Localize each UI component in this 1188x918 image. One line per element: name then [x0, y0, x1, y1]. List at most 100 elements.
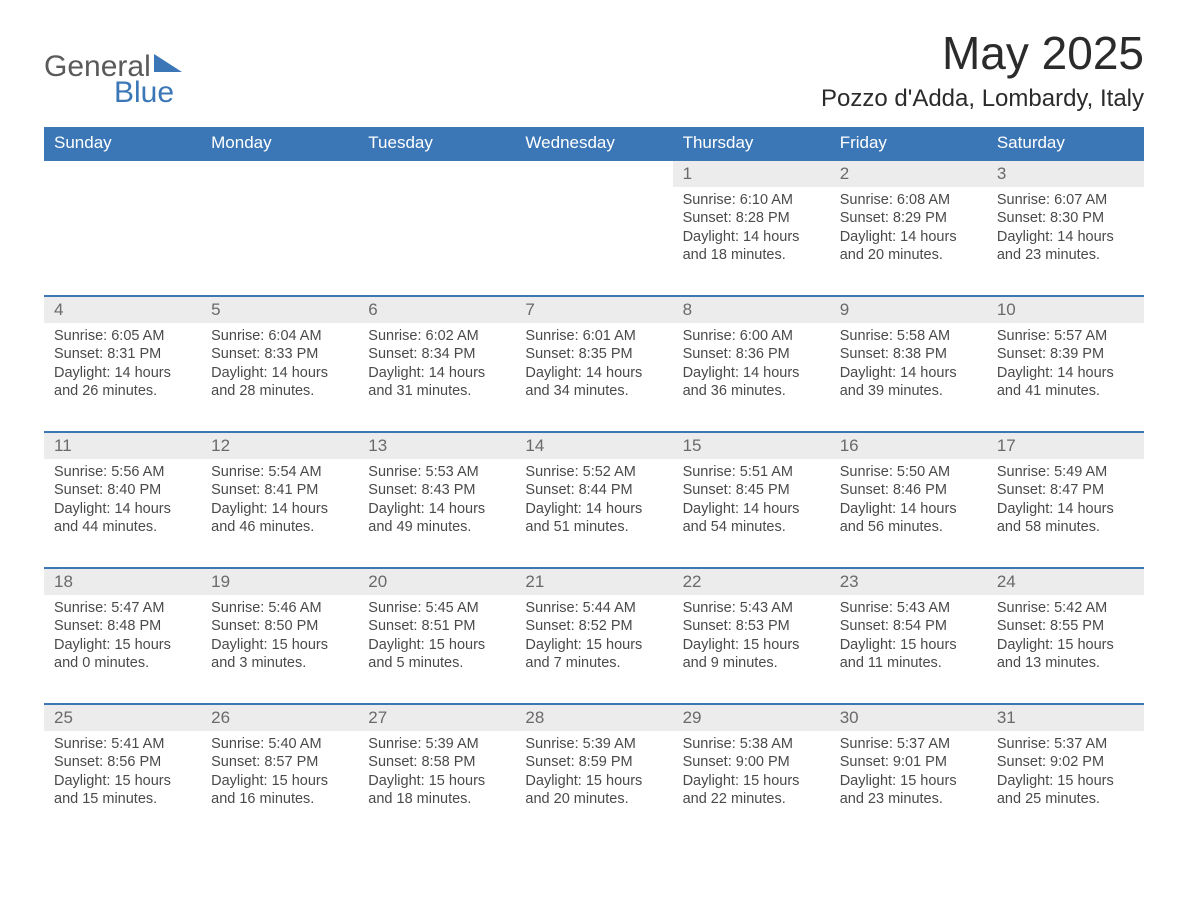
- logo: General Blue: [44, 28, 214, 113]
- day-number: 17: [987, 433, 1144, 459]
- weekday-header: Tuesday: [358, 127, 515, 160]
- sunrise-line: Sunrise: 5:40 AM: [211, 735, 348, 754]
- calendar-day-cell: 23Sunrise: 5:43 AMSunset: 8:54 PMDayligh…: [830, 568, 987, 704]
- sunrise-line: Sunrise: 5:43 AM: [840, 599, 977, 618]
- calendar-week-row: 1Sunrise: 6:10 AMSunset: 8:28 PMDaylight…: [44, 160, 1144, 296]
- day-number: 11: [44, 433, 201, 459]
- weekday-header-row: Sunday Monday Tuesday Wednesday Thursday…: [44, 127, 1144, 160]
- daylight-line: Daylight: 15 hours and 18 minutes.: [368, 772, 505, 809]
- daylight-line: Daylight: 15 hours and 16 minutes.: [211, 772, 348, 809]
- calendar-day-cell: 28Sunrise: 5:39 AMSunset: 8:59 PMDayligh…: [515, 704, 672, 839]
- calendar-day-cell: 4Sunrise: 6:05 AMSunset: 8:31 PMDaylight…: [44, 296, 201, 432]
- day-number: 21: [515, 569, 672, 595]
- sunset-line: Sunset: 8:38 PM: [840, 345, 977, 364]
- sunset-line: Sunset: 8:56 PM: [54, 753, 191, 772]
- sunrise-line: Sunrise: 5:57 AM: [997, 327, 1134, 346]
- sunrise-line: Sunrise: 5:58 AM: [840, 327, 977, 346]
- day-number: 12: [201, 433, 358, 459]
- location: Pozzo d'Adda, Lombardy, Italy: [821, 85, 1144, 113]
- sunrise-line: Sunrise: 5:44 AM: [525, 599, 662, 618]
- daylight-line: Daylight: 14 hours and 28 minutes.: [211, 364, 348, 401]
- sunset-line: Sunset: 8:45 PM: [683, 481, 820, 500]
- sunrise-line: Sunrise: 5:39 AM: [368, 735, 505, 754]
- calendar-day-cell: 9Sunrise: 5:58 AMSunset: 8:38 PMDaylight…: [830, 296, 987, 432]
- day-number: 28: [515, 705, 672, 731]
- sunrise-line: Sunrise: 5:37 AM: [997, 735, 1134, 754]
- calendar-day-cell: 13 Sunrise: 5:53 AMSunset: 8:43 PMDayligh…: [358, 432, 515, 568]
- day-number: 10: [987, 297, 1144, 323]
- page-title: May 2025: [821, 28, 1144, 79]
- sunset-line: Sunset: 8:58 PM: [368, 753, 505, 772]
- daylight-line: Daylight: 15 hours and 7 minutes.: [525, 636, 662, 673]
- day-number: 19: [201, 569, 358, 595]
- day-number: 26: [201, 705, 358, 731]
- daylight-line: Daylight: 15 hours and 3 minutes.: [211, 636, 348, 673]
- day-number: 22: [673, 569, 830, 595]
- sunset-line: Sunset: 8:59 PM: [525, 753, 662, 772]
- sunrise-line: Sunrise: 5:46 AM: [211, 599, 348, 618]
- calendar-day-cell: [44, 160, 201, 296]
- sunset-line: Sunset: 8:44 PM: [525, 481, 662, 500]
- day-number: 2: [830, 161, 987, 187]
- day-number: 23: [830, 569, 987, 595]
- daylight-line: Daylight: 14 hours and 56 minutes.: [840, 500, 977, 537]
- sunrise-line: Sunrise: 5:56 AM: [54, 463, 191, 482]
- sunset-line: Sunset: 8:39 PM: [997, 345, 1134, 364]
- calendar-day-cell: 11Sunrise: 5:56 AMSunset: 8:40 PMDayligh…: [44, 432, 201, 568]
- calendar-day-cell: 21Sunrise: 5:44 AMSunset: 8:52 PMDayligh…: [515, 568, 672, 704]
- calendar-day-cell: 8Sunrise: 6:00 AMSunset: 8:36 PMDaylight…: [673, 296, 830, 432]
- weekday-header: Friday: [830, 127, 987, 160]
- logo-triangle-icon: [154, 54, 182, 72]
- daylight-line: Daylight: 14 hours and 51 minutes.: [525, 500, 662, 537]
- sunrise-line: Sunrise: 6:08 AM: [840, 191, 977, 210]
- sunrise-line: Sunrise: 5:41 AM: [54, 735, 191, 754]
- calendar-day-cell: 16Sunrise: 5:50 AMSunset: 8:46 PMDayligh…: [830, 432, 987, 568]
- daylight-line: Daylight: 14 hours and 31 minutes.: [368, 364, 505, 401]
- calendar-day-cell: [515, 160, 672, 296]
- sunset-line: Sunset: 8:43 PM: [368, 481, 505, 500]
- sunset-line: Sunset: 8:33 PM: [211, 345, 348, 364]
- sunset-line: Sunset: 9:00 PM: [683, 753, 820, 772]
- daylight-line: Daylight: 14 hours and 23 minutes.: [997, 228, 1134, 265]
- day-number: 1: [673, 161, 830, 187]
- daylight-line: Daylight: 14 hours and 39 minutes.: [840, 364, 977, 401]
- daylight-line: Daylight: 15 hours and 20 minutes.: [525, 772, 662, 809]
- daylight-line: Daylight: 14 hours and 49 minutes.: [368, 500, 505, 537]
- calendar-day-cell: 31Sunrise: 5:37 AMSunset: 9:02 PMDayligh…: [987, 704, 1144, 839]
- sunset-line: Sunset: 8:35 PM: [525, 345, 662, 364]
- day-number: 13: [358, 433, 515, 459]
- calendar-week-row: 25Sunrise: 5:41 AMSunset: 8:56 PMDayligh…: [44, 704, 1144, 839]
- sunrise-line: Sunrise: 6:02 AM: [368, 327, 505, 346]
- sunrise-line: Sunrise: 5:53 AM: [368, 463, 505, 482]
- calendar-day-cell: 7Sunrise: 6:01 AMSunset: 8:35 PMDaylight…: [515, 296, 672, 432]
- daylight-line: Daylight: 15 hours and 11 minutes.: [840, 636, 977, 673]
- sunset-line: Sunset: 8:46 PM: [840, 481, 977, 500]
- sunrise-line: Sunrise: 5:45 AM: [368, 599, 505, 618]
- sunset-line: Sunset: 8:29 PM: [840, 209, 977, 228]
- day-number: 30: [830, 705, 987, 731]
- day-number: 25: [44, 705, 201, 731]
- sunrise-line: Sunrise: 6:07 AM: [997, 191, 1134, 210]
- sunrise-line: Sunrise: 5:43 AM: [683, 599, 820, 618]
- weekday-header: Thursday: [673, 127, 830, 160]
- sunset-line: Sunset: 8:55 PM: [997, 617, 1134, 636]
- sunset-line: Sunset: 9:01 PM: [840, 753, 977, 772]
- day-number: 14: [515, 433, 672, 459]
- calendar-day-cell: 3Sunrise: 6:07 AMSunset: 8:30 PMDaylight…: [987, 160, 1144, 296]
- calendar-day-cell: 30Sunrise: 5:37 AMSunset: 9:01 PMDayligh…: [830, 704, 987, 839]
- logo-text-blue: Blue: [114, 76, 174, 108]
- calendar-day-cell: 24Sunrise: 5:42 AMSunset: 8:55 PMDayligh…: [987, 568, 1144, 704]
- weekday-header: Sunday: [44, 127, 201, 160]
- daylight-line: Daylight: 15 hours and 15 minutes.: [54, 772, 191, 809]
- day-number: 31: [987, 705, 1144, 731]
- calendar-week-row: 4Sunrise: 6:05 AMSunset: 8:31 PMDaylight…: [44, 296, 1144, 432]
- day-number: 8: [673, 297, 830, 323]
- day-number: 6: [358, 297, 515, 323]
- calendar-week-row: 18Sunrise: 5:47 AMSunset: 8:48 PMDayligh…: [44, 568, 1144, 704]
- calendar-table: Sunday Monday Tuesday Wednesday Thursday…: [44, 127, 1144, 839]
- day-number: 15: [673, 433, 830, 459]
- daylight-line: Daylight: 14 hours and 34 minutes.: [525, 364, 662, 401]
- sunrise-line: Sunrise: 6:01 AM: [525, 327, 662, 346]
- sunrise-line: Sunrise: 6:00 AM: [683, 327, 820, 346]
- sunset-line: Sunset: 8:28 PM: [683, 209, 820, 228]
